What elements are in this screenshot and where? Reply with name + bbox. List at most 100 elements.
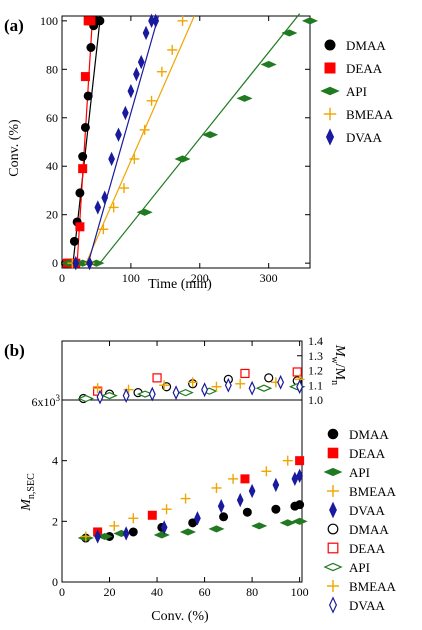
dmaa-mn-point-shape xyxy=(295,500,305,510)
dmaa-point xyxy=(80,122,90,132)
legend-marker-api xyxy=(323,562,343,572)
deaa-point xyxy=(78,164,88,174)
dmaa-mn-point xyxy=(128,527,138,537)
legend-marker-dvaa xyxy=(329,501,337,519)
api-point xyxy=(236,94,253,102)
legend-marker-dvaa-shape xyxy=(329,501,337,519)
api-dispersity-point-shape xyxy=(101,391,118,400)
legend-marker-api-shape xyxy=(323,467,343,477)
panel-a-fit-lines xyxy=(72,13,301,264)
deaa-mn-point xyxy=(240,474,250,484)
legend-label-deaa: DEAA xyxy=(349,446,386,461)
panel-a-legend: DMAA DEAA API BMEAA DVAA xyxy=(320,38,394,146)
bmeaa-point xyxy=(129,153,140,164)
dvaa-point-shape xyxy=(122,105,129,121)
bmeaa-dispersity-point xyxy=(159,380,170,391)
y-tick-label-right: 1.1 xyxy=(308,378,323,392)
dmaa-point xyxy=(83,91,93,101)
api-point xyxy=(281,29,298,37)
panel-a-frame xyxy=(61,15,311,269)
dvaa-point-shape xyxy=(86,255,93,271)
dmaa-dispersity-point xyxy=(264,373,274,383)
deaa-mn-point xyxy=(295,456,305,466)
legend-label-dvaa: DVAA xyxy=(349,598,385,613)
api-point-shape xyxy=(136,208,153,216)
dvaa-point xyxy=(115,127,122,142)
legend-label-api: API xyxy=(346,84,367,99)
legend-marker-dmaa xyxy=(324,39,336,51)
bmeaa-mn-point xyxy=(161,504,172,515)
api-point xyxy=(260,60,277,69)
x-tick-label: 100 xyxy=(291,585,309,599)
api-mn-point-shape xyxy=(251,522,268,530)
dvaa-dispersity-point-shape xyxy=(224,377,232,393)
legend-marker-deaa-shape xyxy=(324,62,336,74)
dmaa-point xyxy=(86,43,96,52)
dvaa-mn-point xyxy=(248,483,256,499)
api-mn-point-shape xyxy=(153,531,170,539)
dmaa-point-shape xyxy=(86,43,96,52)
dmaa-mn-point xyxy=(242,507,252,517)
api-mn-point xyxy=(208,525,225,533)
deaa-mn-point-shape xyxy=(147,510,157,520)
bmeaa-point xyxy=(177,15,188,26)
dvaa-dispersity-point-shape xyxy=(148,386,156,402)
legend-marker-dvaa xyxy=(328,596,338,614)
dvaa-dispersity-point xyxy=(148,386,156,402)
legend-marker-bmeaa xyxy=(327,580,339,592)
y-tick-label-left-top: 6x103 xyxy=(32,393,61,409)
legend-marker-dmaa-shape xyxy=(324,39,336,51)
api-point-shape xyxy=(88,259,105,267)
deaa-point xyxy=(80,72,90,82)
legend-marker-deaa-shape xyxy=(327,542,339,554)
deaa-point-shape xyxy=(80,72,90,82)
bmeaa-point xyxy=(108,202,119,213)
dmaa-dispersity-point-shape xyxy=(264,373,274,383)
legend-marker-deaa xyxy=(327,447,339,459)
dvaa-mn-point xyxy=(160,520,168,535)
y-tick-label-left: 0 xyxy=(52,575,58,589)
api-mn-point xyxy=(251,522,268,530)
dvaa-dispersity-point xyxy=(224,377,232,393)
dvaa-mn-point-shape xyxy=(296,468,303,484)
deaa-mn-point-shape xyxy=(295,456,305,466)
dvaa-dispersity-point-shape xyxy=(96,389,104,405)
y-tick-label: 60 xyxy=(46,111,58,125)
legend-marker-api-shape xyxy=(323,562,343,572)
deaa-point xyxy=(86,16,96,26)
panel-a: (a) 0 100 200 300 0 20 40 60 80 100 Time (min) Co… xyxy=(4,13,394,292)
dvaa-dispersity-point-shape xyxy=(248,380,256,396)
panel-b-data-points xyxy=(77,367,308,544)
dmaa-point xyxy=(69,236,79,246)
legend-label-api: API xyxy=(349,465,370,480)
dvaa-dispersity-point xyxy=(172,385,180,401)
dmaa-point xyxy=(95,16,105,26)
legend-marker-dmaa xyxy=(327,428,339,440)
y-tick-label: 100 xyxy=(40,14,58,28)
api-dispersity-point xyxy=(177,388,194,397)
dmaa-mn-point xyxy=(271,504,281,514)
x-tick-label: 100 xyxy=(122,271,140,285)
y-tick-label: 80 xyxy=(46,62,58,76)
panel-a-label: (a) xyxy=(4,16,24,35)
legend-label-dvaa: DVAA xyxy=(346,130,382,145)
bmeaa-point xyxy=(156,66,167,77)
legend-marker-dvaa-shape xyxy=(325,128,335,146)
panel-a-x-axis-label: Time (min) xyxy=(148,277,212,292)
dvaa-point xyxy=(133,66,140,82)
bmeaa-dispersity-point xyxy=(187,377,198,388)
deaa-point xyxy=(75,222,85,232)
deaa-dispersity-point xyxy=(152,373,162,383)
legend-marker-api-shape xyxy=(320,86,340,96)
x-tick-label: 60 xyxy=(199,585,211,599)
bmeaa-point xyxy=(167,44,178,55)
dmaa-point-shape xyxy=(75,188,85,198)
api-mn-point-shape xyxy=(291,517,308,525)
deaa-dispersity-point-shape xyxy=(152,373,162,383)
panel-a-tick-labels: 0 100 200 300 0 20 40 60 80 100 xyxy=(40,14,278,285)
dvaa-point xyxy=(94,200,102,215)
bmeaa-point xyxy=(119,183,129,194)
bmeaa-dispersity-point xyxy=(211,381,222,392)
legend-label-bmeaa: BMEAA xyxy=(349,579,397,594)
